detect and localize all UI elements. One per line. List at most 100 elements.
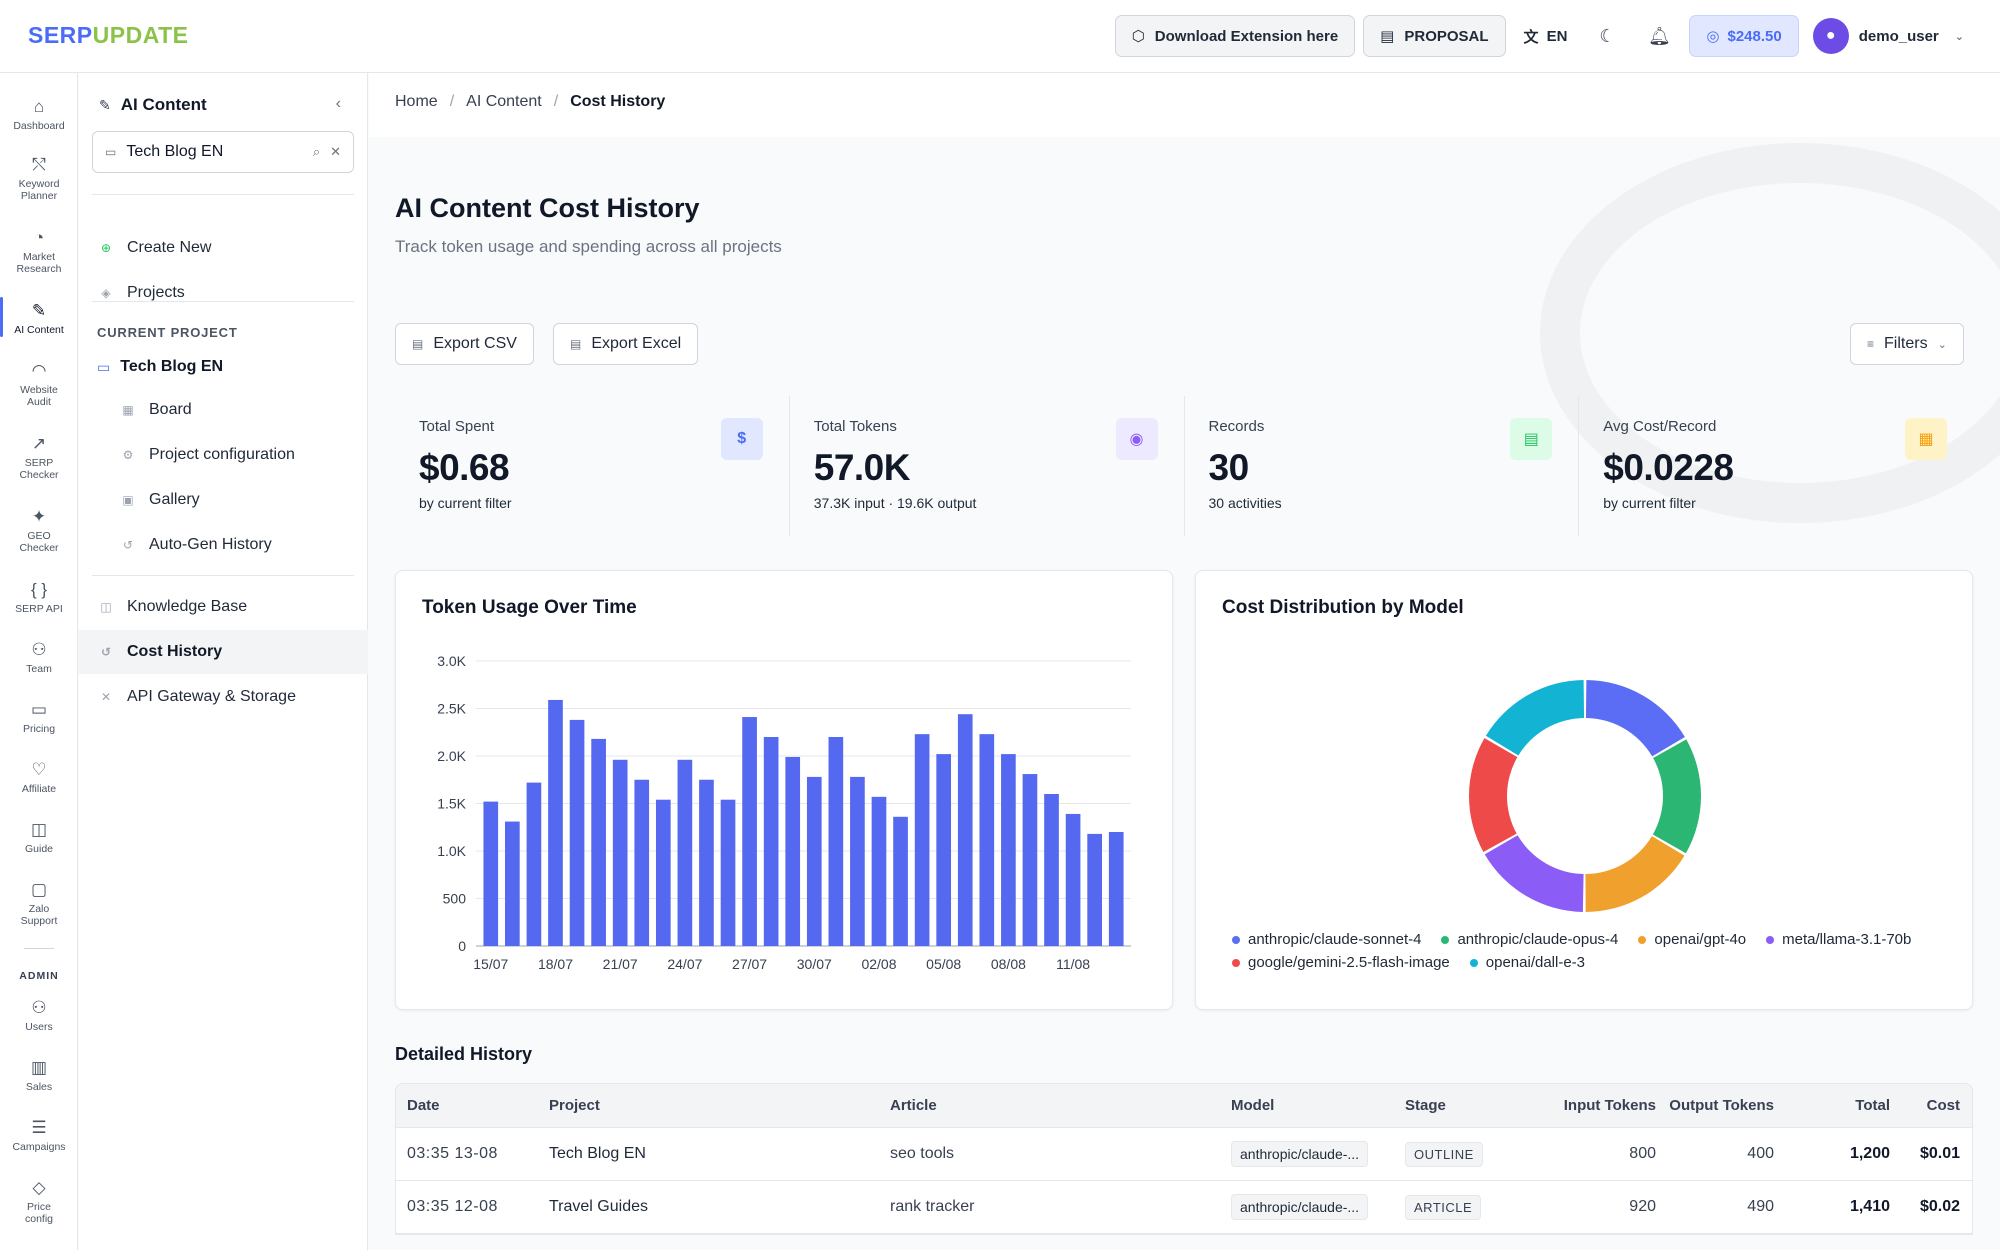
sidebar-item-project-configuration[interactable]: ⚙ Project configuration xyxy=(122,446,295,463)
table-row[interactable]: 03:35 13-08 Tech Blog EN seo tools anthr… xyxy=(396,1128,1972,1181)
file-spreadsheet-icon: ▤ xyxy=(570,337,582,351)
bar[interactable] xyxy=(763,737,779,946)
download-extension-button[interactable]: ⬡ Download Extension here xyxy=(1114,15,1356,57)
column-header-output-tokens[interactable]: Output Tokens xyxy=(1669,1097,1774,1114)
export-excel-button[interactable]: ▤ Export Excel xyxy=(553,323,699,365)
bar[interactable] xyxy=(1001,754,1016,946)
legend-item[interactable]: anthropic/claude-opus-4 xyxy=(1441,931,1618,948)
rail-item-price-config[interactable]: ◇ Price config xyxy=(0,1178,78,1225)
bar[interactable] xyxy=(850,776,865,946)
table-row[interactable]: 03:35 12-08 Travel Guides rank tracker a… xyxy=(396,1181,1972,1234)
bar[interactable] xyxy=(828,737,844,946)
current-project-name[interactable]: ▭ Tech Blog EN xyxy=(97,358,224,375)
donut-slice[interactable] xyxy=(1469,738,1518,852)
sidebar-item-board[interactable]: ▦ Board xyxy=(122,401,192,418)
bar[interactable] xyxy=(1108,832,1124,946)
rail-item-market-research[interactable]: ◔ Market Research xyxy=(0,228,78,275)
user-menu[interactable]: ● demo_user ⌄ xyxy=(1807,18,1964,54)
bar[interactable] xyxy=(526,782,542,946)
column-header-total[interactable]: Total xyxy=(1855,1097,1890,1114)
legend-item[interactable]: meta/llama-3.1-70b xyxy=(1766,931,1911,948)
rail-item-affiliate[interactable]: ♡ Affiliate xyxy=(0,760,78,795)
rail-item-ai-content[interactable]: ✎ AI Content xyxy=(0,297,78,337)
column-header-stage[interactable]: Stage xyxy=(1405,1097,1446,1114)
bar[interactable] xyxy=(893,816,908,946)
rail-item-users[interactable]: ⚇ Users xyxy=(0,998,78,1033)
bar[interactable] xyxy=(483,801,499,946)
proposal-button[interactable]: ▤ PROPOSAL xyxy=(1363,15,1506,57)
bar[interactable] xyxy=(914,734,930,946)
bar[interactable] xyxy=(612,759,628,946)
export-csv-button[interactable]: ▤ Export CSV xyxy=(395,323,534,365)
rail-item-pricing[interactable]: ▭ Pricing xyxy=(0,700,78,735)
donut-slice[interactable] xyxy=(1585,836,1685,912)
column-header-project[interactable]: Project xyxy=(549,1097,600,1114)
bar[interactable] xyxy=(720,799,736,946)
cell-cost: $0.01 xyxy=(1919,1145,1960,1162)
breadcrumb-home[interactable]: Home xyxy=(395,93,438,110)
breadcrumb-section[interactable]: AI Content xyxy=(466,93,542,110)
sidebar-item-knowledge-base[interactable]: ◫ Knowledge Base xyxy=(100,598,248,615)
bar[interactable] xyxy=(1065,813,1081,946)
legend-item[interactable]: anthropic/claude-sonnet-4 xyxy=(1232,931,1421,948)
legend-item[interactable]: openai/dall-e-3 xyxy=(1469,954,1585,971)
rail-item-keyword-planner[interactable]: ⤲ Keyword Planner xyxy=(0,155,78,202)
donut-slice[interactable] xyxy=(1585,680,1685,757)
search-icon[interactable]: ⌕ xyxy=(312,144,321,159)
column-header-input-tokens[interactable]: Input Tokens xyxy=(1563,1097,1656,1114)
bar[interactable] xyxy=(871,796,887,946)
bar[interactable] xyxy=(1044,794,1059,946)
column-header-date[interactable]: Date xyxy=(407,1097,440,1114)
bar[interactable] xyxy=(548,699,563,946)
legend-item[interactable]: openai/gpt-4o xyxy=(1638,931,1746,948)
sidebar-item-projects[interactable]: ◈ Projects xyxy=(79,271,368,315)
column-header-model[interactable]: Model xyxy=(1231,1097,1275,1114)
sidebar-item-create-new[interactable]: ⊕ Create New xyxy=(100,239,212,256)
bar[interactable] xyxy=(591,738,606,946)
close-icon[interactable]: ✕ xyxy=(330,144,341,159)
collapse-sidebar-button[interactable]: ‹ xyxy=(336,95,341,113)
sidebar-item-api-gateway[interactable]: ✕ API Gateway & Storage xyxy=(100,688,296,705)
bar[interactable] xyxy=(569,719,585,946)
stat-records: Records 30 30 activities ▤ xyxy=(1185,396,1580,536)
bar[interactable] xyxy=(979,734,995,946)
bar[interactable] xyxy=(634,779,650,946)
bar[interactable] xyxy=(806,776,822,946)
bar[interactable] xyxy=(699,779,714,946)
notifications-button[interactable]: 🔔︎ xyxy=(1637,15,1681,57)
bar[interactable] xyxy=(1022,774,1038,946)
sidebar-item-gallery[interactable]: ▣ Gallery xyxy=(122,491,200,508)
project-selector[interactable]: ▭ Tech Blog EN ⌕ ✕ xyxy=(92,131,354,173)
rail-item-team[interactable]: ⚇ Team xyxy=(0,640,78,675)
rail-item-campaigns[interactable]: ☰ Campaigns xyxy=(0,1118,78,1153)
language-switcher[interactable]: 文 EN xyxy=(1523,27,1568,46)
bar[interactable] xyxy=(936,754,952,946)
rail-item-serp-checker[interactable]: ↗ SERP Checker xyxy=(0,434,78,481)
rail-item-website-audit[interactable]: ◠ Website Audit xyxy=(0,361,78,408)
rail-item-serp-api[interactable]: { } SERP API xyxy=(0,580,78,615)
bar[interactable] xyxy=(677,759,693,946)
donut-slice[interactable] xyxy=(1485,680,1585,756)
sidebar-item-auto-gen-history[interactable]: ↺ Auto-Gen History xyxy=(122,536,272,553)
donut-slice[interactable] xyxy=(1652,739,1701,854)
bar[interactable] xyxy=(505,821,520,946)
sidebar-item-cost-history[interactable]: ↺ Cost History xyxy=(79,630,368,674)
bar[interactable] xyxy=(1087,833,1102,946)
bar[interactable] xyxy=(785,756,801,946)
bar[interactable] xyxy=(655,799,671,946)
legend-item[interactable]: google/gemini-2.5-flash-image xyxy=(1232,954,1450,971)
app-logo[interactable]: SERPUPDATE xyxy=(28,22,189,48)
bar[interactable] xyxy=(742,717,757,946)
rail-item-geo-checker[interactable]: ✦ GEO Checker xyxy=(0,507,78,554)
column-header-article[interactable]: Article xyxy=(890,1097,937,1114)
rail-item-sales[interactable]: ▥ Sales xyxy=(0,1058,78,1093)
donut-slice[interactable] xyxy=(1484,835,1584,912)
bar[interactable] xyxy=(957,714,973,946)
rail-item-zalo-support[interactable]: ▢ Zalo Support xyxy=(0,880,78,927)
dark-mode-toggle[interactable]: ☾ xyxy=(1585,15,1629,57)
balance-badge[interactable]: ◎ $248.50 xyxy=(1689,15,1799,57)
rail-item-dashboard[interactable]: ⌂ Dashboard xyxy=(0,97,78,132)
filters-button[interactable]: ≡ Filters ⌄ xyxy=(1850,323,1964,365)
rail-item-guide[interactable]: ◫ Guide xyxy=(0,820,78,855)
column-header-cost[interactable]: Cost xyxy=(1926,1097,1960,1114)
